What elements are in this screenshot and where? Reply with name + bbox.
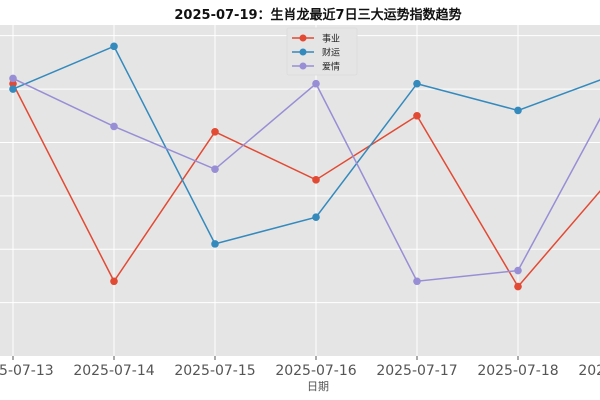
x-tick-label: 2025-07-19 (578, 363, 600, 379)
data-point-财运 (211, 240, 219, 248)
data-point-爱情 (211, 165, 219, 173)
data-point-爱情 (514, 266, 522, 275)
data-point-财运 (9, 85, 17, 93)
data-point-事业 (413, 111, 421, 120)
chart-title: 2025-07-19：生肖龙最近7日三大运势指数趋势 (174, 7, 461, 23)
data-point-财运 (413, 79, 421, 88)
x-tick-label: 2025-07-13 (0, 363, 54, 379)
data-point-事业 (9, 79, 17, 88)
legend-label: 爱情 (322, 61, 340, 73)
gridlines (0, 25, 600, 356)
x-axis-label: 日期 (307, 380, 329, 393)
data-point-财运 (312, 213, 320, 221)
series-lines (9, 42, 600, 291)
legend-label: 财运 (322, 47, 340, 59)
x-tick-label: 2025-07-18 (477, 363, 558, 379)
x-tick-label: 2025-07-16 (275, 363, 356, 379)
data-point-爱情 (413, 277, 421, 286)
legend-label: 事业 (322, 33, 340, 45)
data-point-财运 (110, 42, 118, 51)
x-tick-label: 2025-07-14 (73, 363, 154, 379)
data-point-爱情 (110, 122, 118, 131)
data-point-事业 (211, 127, 219, 136)
legend-marker (299, 48, 307, 56)
data-point-事业 (514, 282, 522, 291)
x-tick-label: 2025-07-15 (174, 363, 255, 379)
data-point-爱情 (9, 74, 17, 83)
plot-background (0, 25, 600, 356)
x-tick-label: 2025-07-17 (376, 363, 457, 379)
legend-marker (299, 62, 307, 70)
x-axis-ticks: 2025-07-13 2025-07-14 2025-07-15 2025-07-16… (0, 356, 600, 379)
data-point-爱情 (312, 79, 320, 88)
legend-marker (299, 34, 307, 42)
data-point-事业 (312, 176, 320, 184)
data-point-财运 (514, 106, 522, 115)
data-point-事业 (110, 277, 118, 286)
